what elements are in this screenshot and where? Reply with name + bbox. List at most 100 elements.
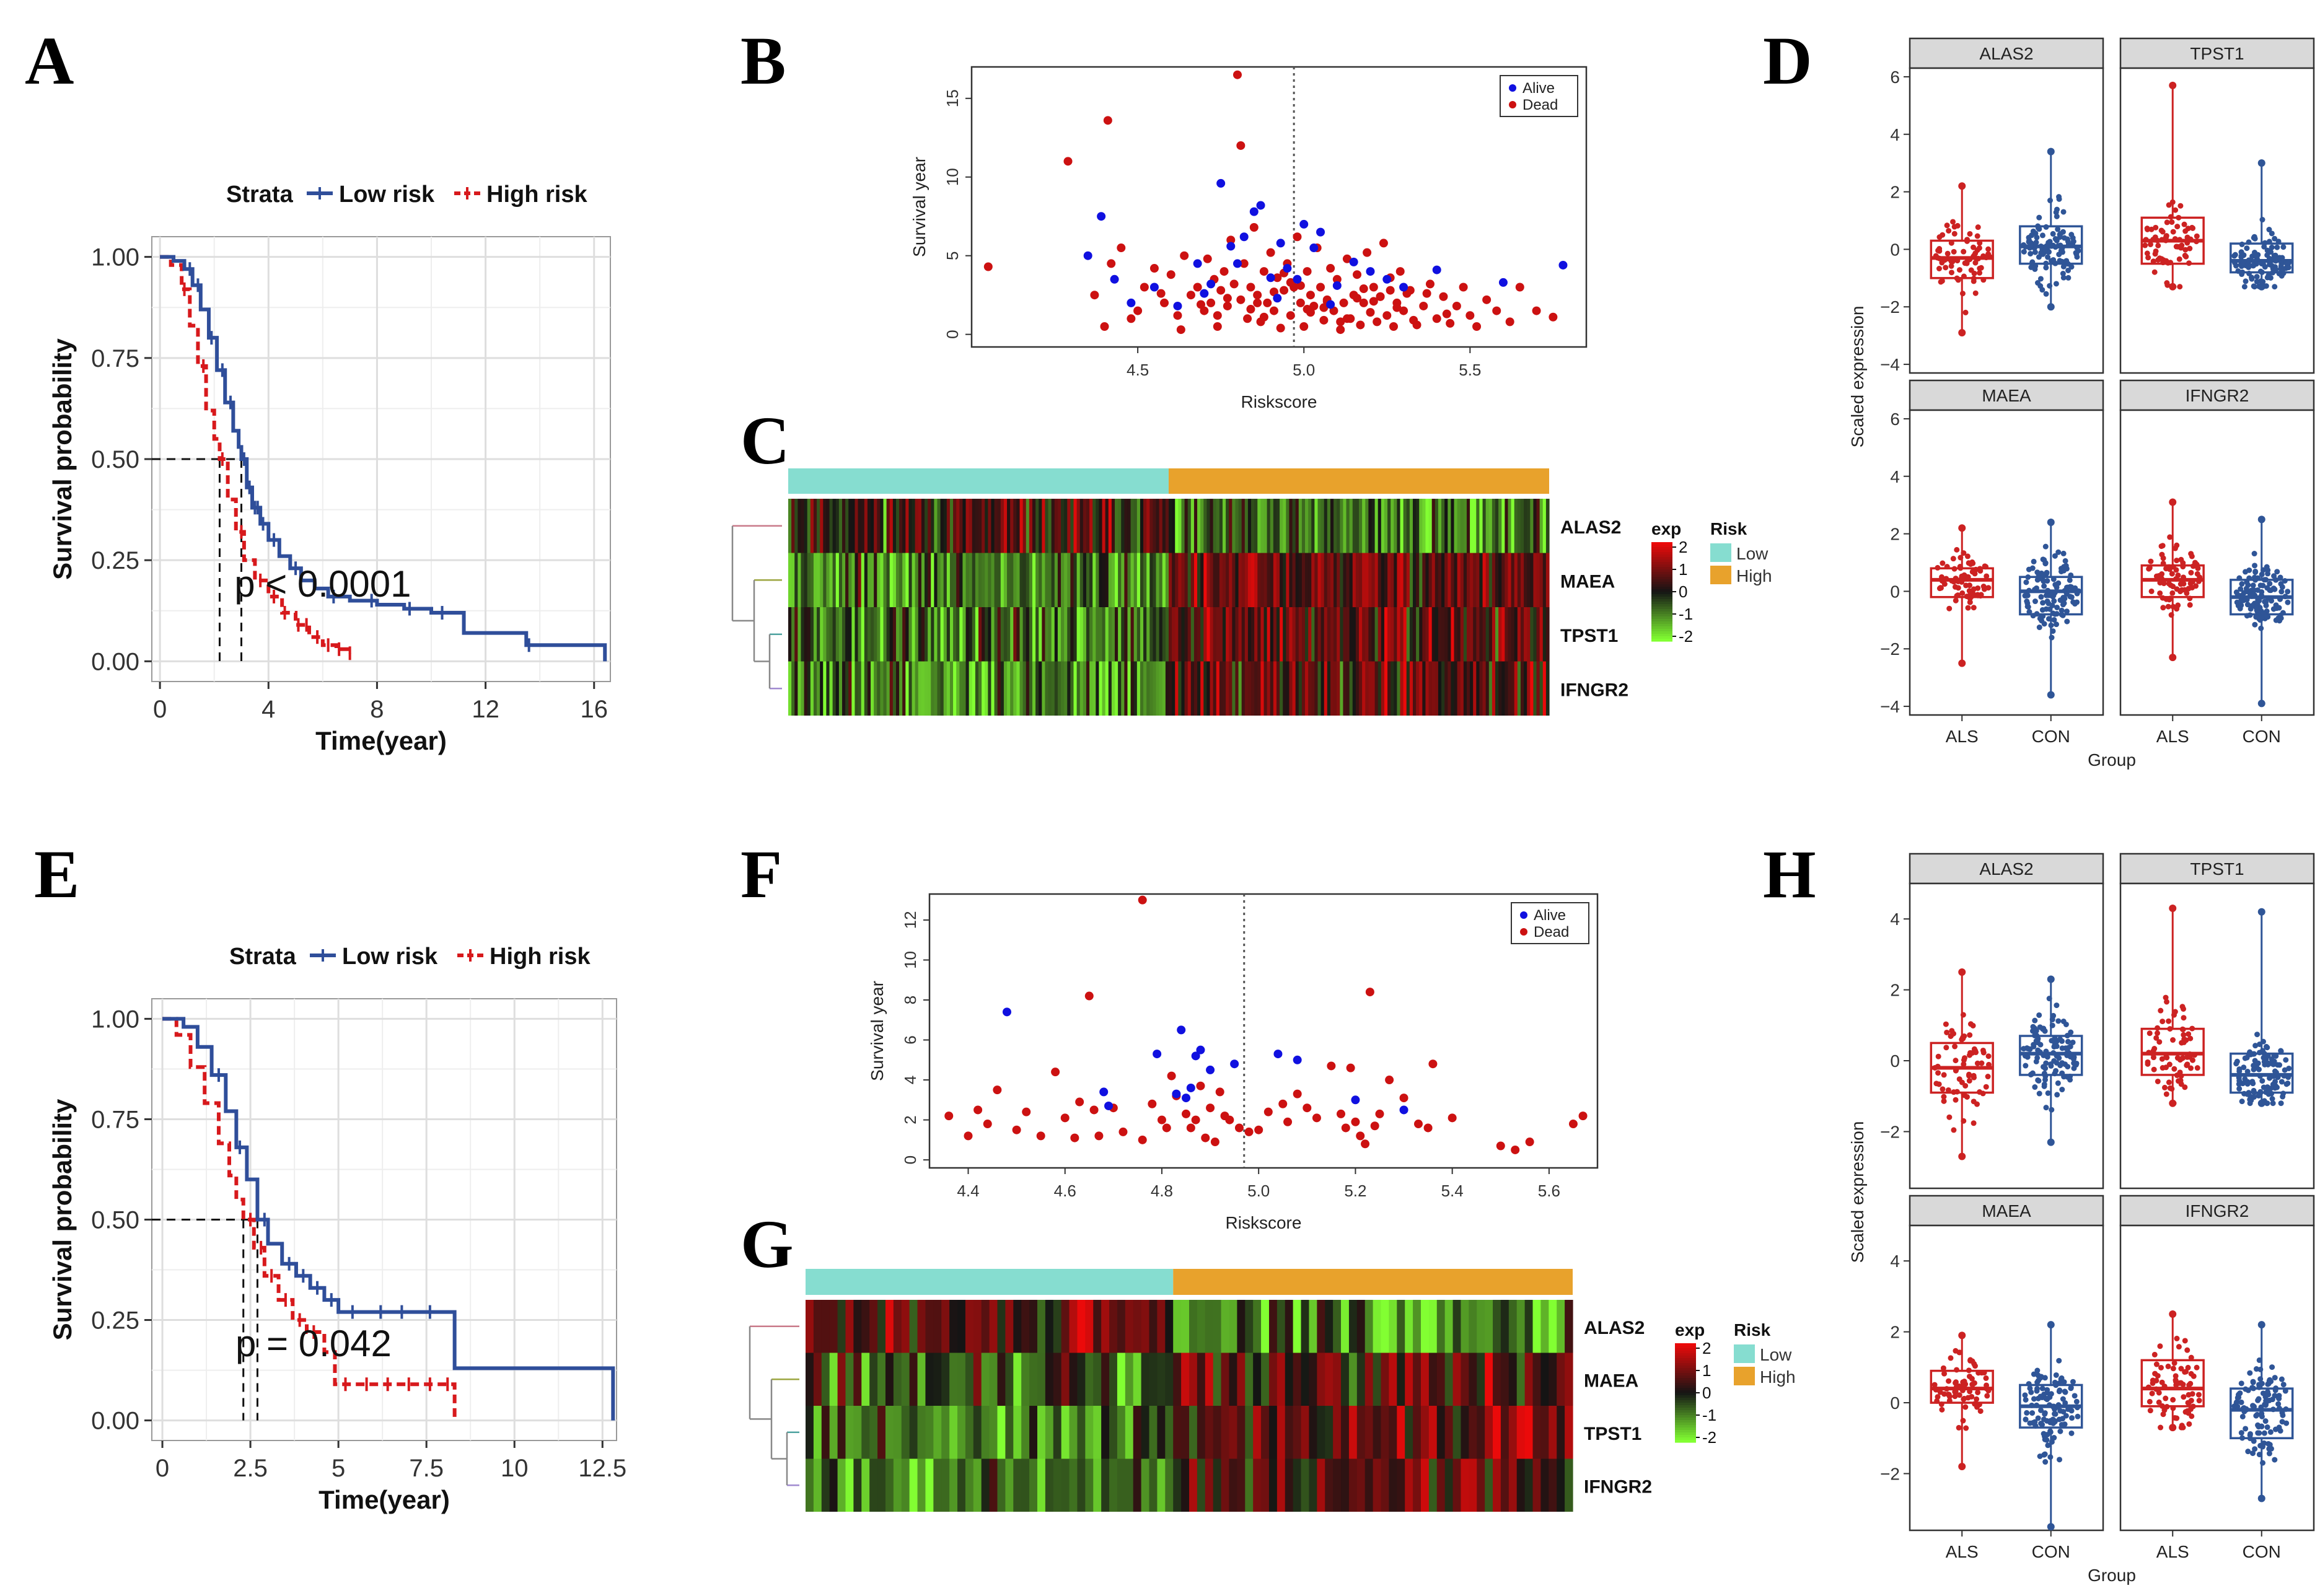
data-point-con <box>2054 611 2060 617</box>
data-point-als <box>1948 240 1954 246</box>
data-point-con <box>2053 621 2059 628</box>
facet-strip <box>2119 853 2315 885</box>
data-point-als <box>1944 250 1951 256</box>
heatmap-cell <box>957 1300 966 1353</box>
data-point-als <box>1946 1393 1953 1400</box>
heatmap-cell <box>1527 607 1531 662</box>
heatmap-cell <box>1157 1353 1166 1406</box>
data-point-con <box>2033 585 2039 591</box>
heatmap-cell <box>1419 499 1423 553</box>
heatmap-cell <box>1022 553 1027 607</box>
point-dead <box>1280 286 1289 295</box>
heatmap-cell <box>1301 661 1306 716</box>
point-dead <box>964 1131 973 1141</box>
heatmap-cell <box>1325 1300 1334 1353</box>
heatmap-cell <box>1029 499 1033 553</box>
point-alive <box>1309 243 1319 253</box>
heatmap-cell <box>1493 1406 1501 1459</box>
data-point-als <box>1981 1370 1987 1376</box>
heatmap-cell <box>1387 553 1391 607</box>
data-point-con <box>2241 284 2248 290</box>
legend-risk-label-low: Low <box>1736 544 1769 563</box>
heatmap-cell <box>1516 1353 1526 1406</box>
heatmap-cell <box>1293 1406 1302 1459</box>
heatmap-cell <box>1273 553 1277 607</box>
heatmap-cell <box>1340 553 1344 607</box>
heatmap-cell <box>1536 661 1540 716</box>
data-point-con <box>2039 1385 2045 1392</box>
legend-exp-swatch <box>1651 621 1672 625</box>
point-alive <box>1432 265 1441 274</box>
data-point-als <box>2168 214 2174 220</box>
heatmap-cell <box>1181 1406 1190 1459</box>
data-point-als <box>1958 1152 1966 1160</box>
data-point-als <box>2182 247 2189 253</box>
heatmap-cell <box>1295 607 1299 662</box>
heatmap-cell <box>1542 499 1547 553</box>
heatmap-cell <box>1517 607 1521 662</box>
data-point-als <box>2160 605 2166 611</box>
data-point-con <box>2243 569 2249 575</box>
heatmap-cell <box>1527 553 1531 607</box>
point-dead <box>1336 1109 1345 1118</box>
data-point-con <box>2245 1449 2251 1455</box>
heatmap-cell <box>1026 499 1030 553</box>
legend-risk-title: Risk <box>1734 1320 1771 1340</box>
heatmap-cell <box>1416 607 1420 662</box>
heatmap-cell <box>880 607 884 662</box>
data-point-con <box>2241 1064 2247 1071</box>
data-point-con <box>2034 1054 2041 1061</box>
point-dead <box>1389 322 1398 331</box>
facet-label-maea: MAEA <box>1982 386 2031 405</box>
heatmap-cell <box>845 1458 854 1512</box>
p-value-annotation: p < 0.0001 <box>234 563 411 605</box>
legend-key-alive <box>1509 84 1516 92</box>
heatmap-cell <box>1245 1406 1254 1459</box>
data-point-als <box>1944 1386 1950 1392</box>
data-point-als <box>1980 1090 1986 1097</box>
heatmap-cell <box>1048 661 1052 716</box>
heatmap-cell <box>1267 661 1271 716</box>
heatmap-cell <box>1309 1300 1317 1353</box>
point-alive <box>1498 278 1508 287</box>
heatmap-cell <box>901 1458 910 1512</box>
heatmap-cell <box>1029 607 1033 662</box>
data-point-als <box>1953 1067 1959 1073</box>
heatmap-cell <box>1187 553 1192 607</box>
heatmap-cell <box>1444 1353 1454 1406</box>
heatmap-cell <box>953 499 957 553</box>
data-point-con <box>2266 1378 2272 1384</box>
heatmap-cell <box>1213 1458 1222 1512</box>
data-point-con <box>2276 605 2282 611</box>
legend-exp-swatch <box>1675 1413 1696 1416</box>
data-point-als <box>2189 224 2195 230</box>
point-dead <box>1149 264 1159 273</box>
row-label-alas2: ALAS2 <box>1560 517 1621 538</box>
data-point-als <box>2170 229 2176 235</box>
data-point-als <box>2160 560 2166 566</box>
data-point-con <box>2037 575 2043 581</box>
heatmap-cell <box>1241 607 1246 662</box>
data-point-als <box>1958 575 1964 581</box>
heatmap-cell <box>1026 553 1030 607</box>
heatmap-cell <box>1378 607 1382 662</box>
heatmap-cell <box>807 499 811 553</box>
data-point-als <box>1985 1074 1991 1080</box>
heatmap-cell <box>1156 499 1160 553</box>
data-point-con <box>2254 607 2260 613</box>
heatmap-cell <box>1373 1458 1382 1512</box>
heatmap-cell <box>1045 1353 1054 1406</box>
data-point-con <box>2043 265 2049 271</box>
heatmap-cell <box>1127 553 1131 607</box>
heatmap-cell <box>1175 661 1179 716</box>
heatmap-cell <box>1190 661 1195 716</box>
heatmap-cell <box>1165 499 1169 553</box>
y-tick-label: 0.50 <box>91 446 139 473</box>
data-point-con <box>2051 1435 2057 1441</box>
data-point-con <box>2028 242 2034 248</box>
heatmap-cell <box>1352 499 1356 553</box>
heatmap-cell <box>1473 607 1477 662</box>
heatmap-cell <box>962 661 967 716</box>
point-alive <box>1283 264 1292 273</box>
heatmap-cell <box>1431 499 1436 553</box>
